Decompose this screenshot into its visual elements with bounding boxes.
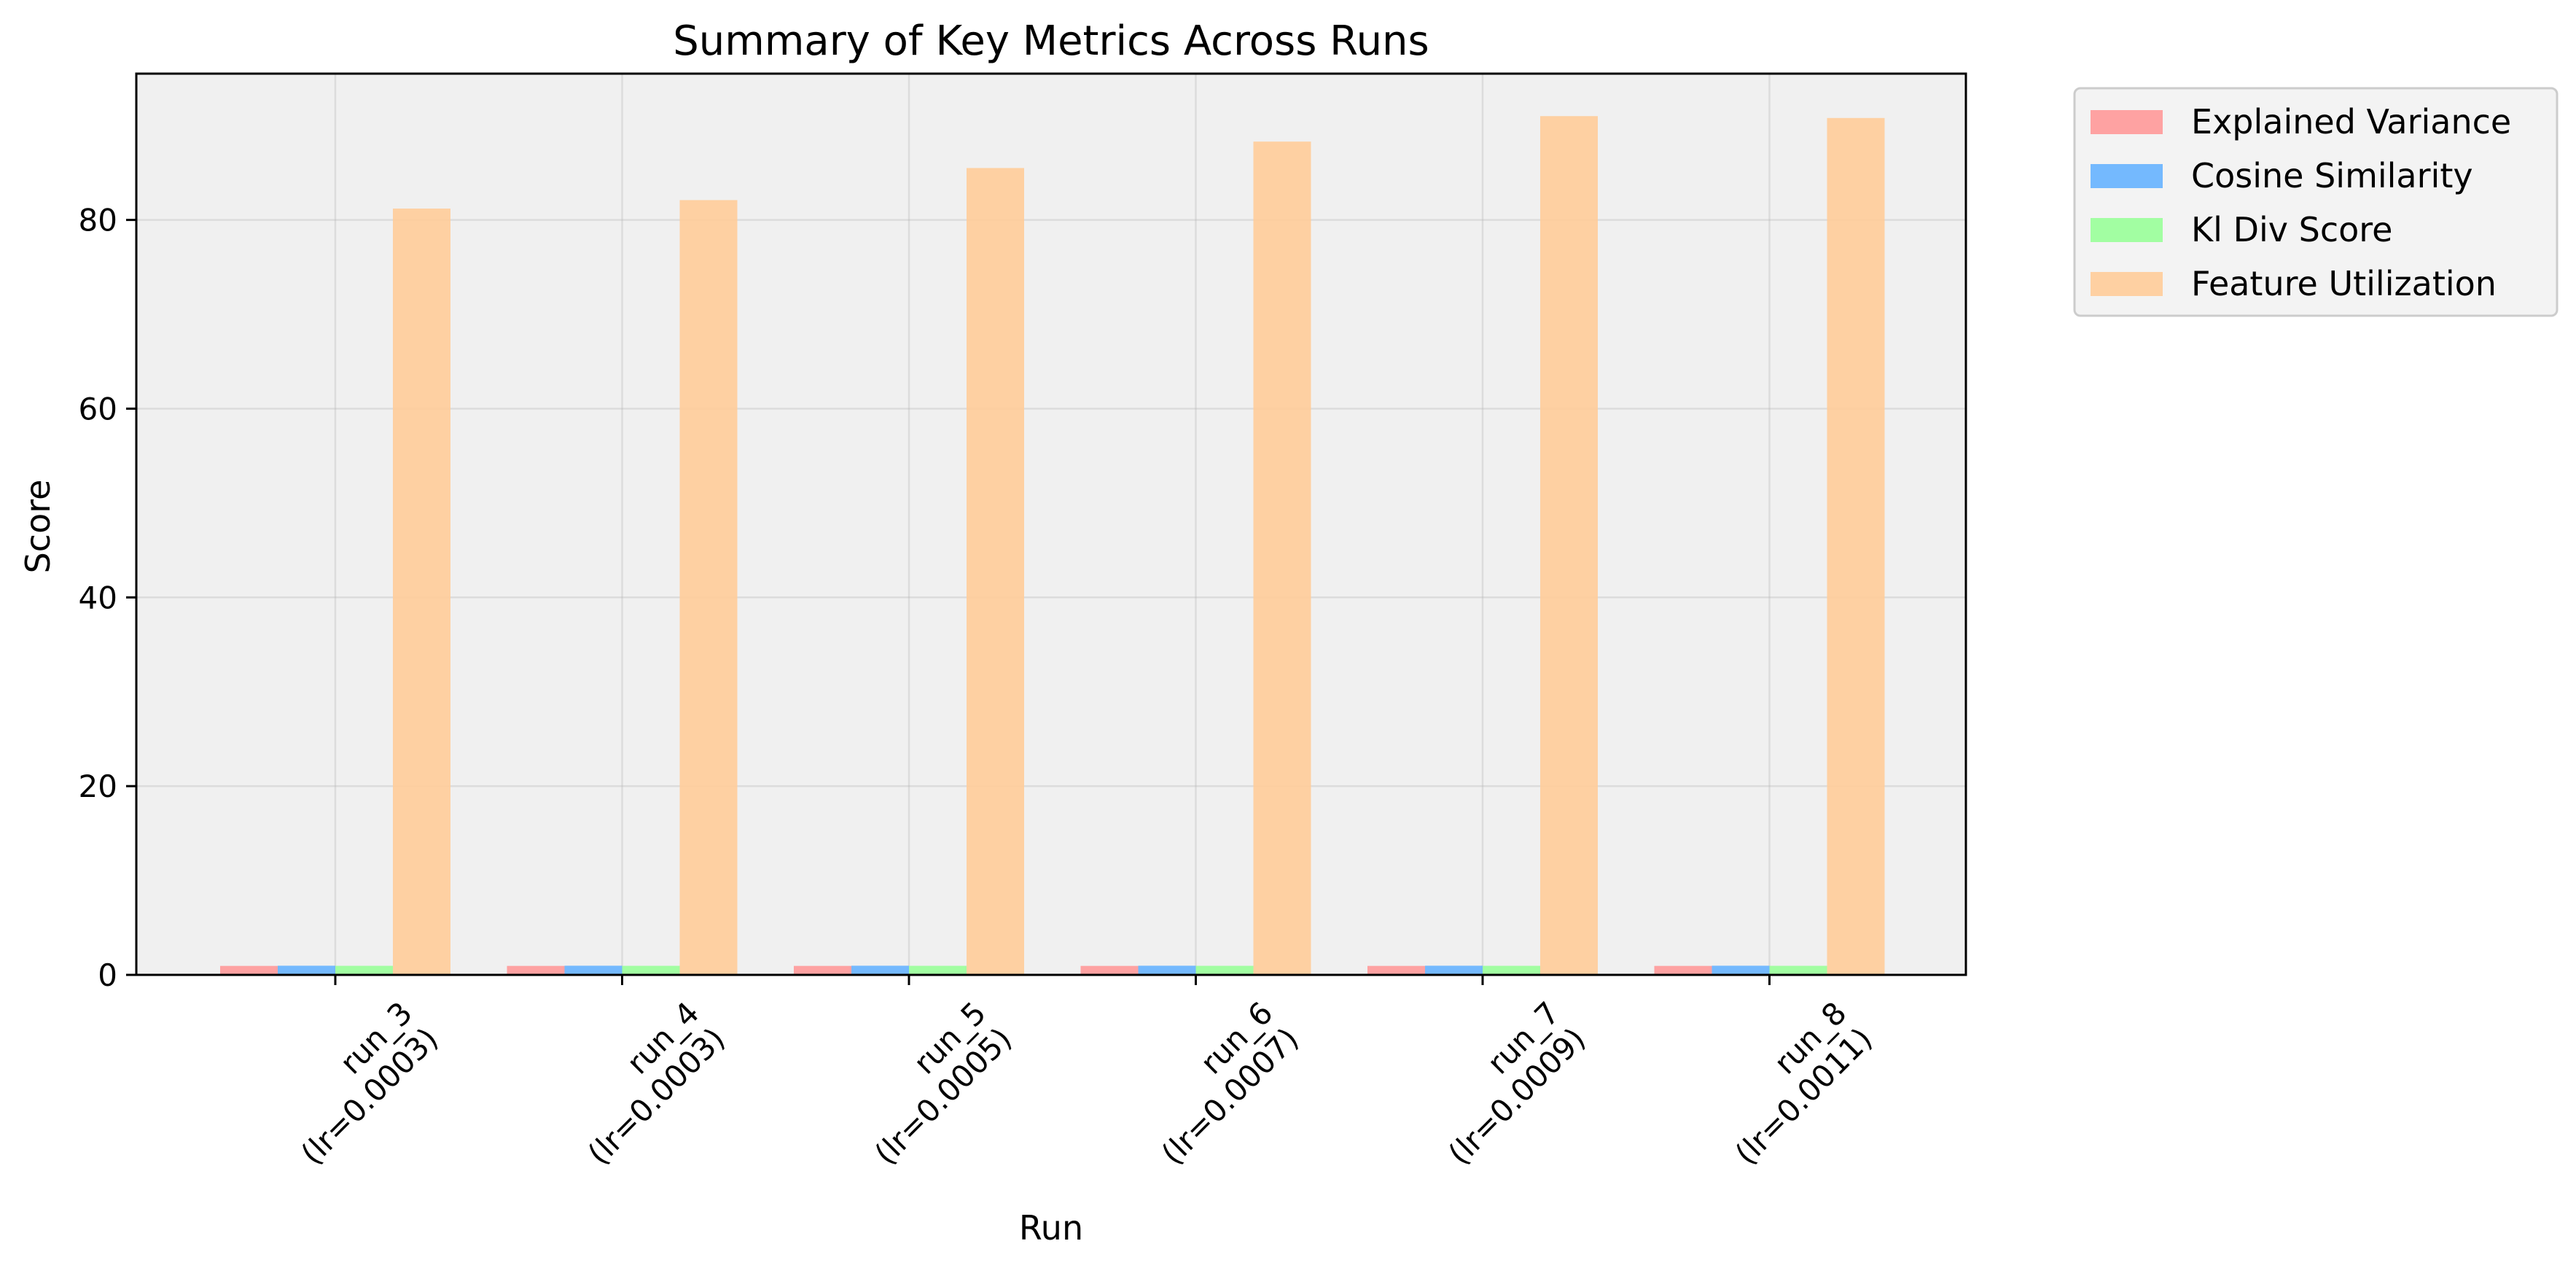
bar bbox=[1483, 965, 1540, 975]
y-tick-label: 40 bbox=[79, 580, 117, 615]
plot-frame bbox=[135, 72, 1967, 976]
y-tick-label: 60 bbox=[79, 391, 117, 427]
bar bbox=[1769, 965, 1827, 975]
bar bbox=[1253, 141, 1311, 976]
bar bbox=[909, 965, 967, 975]
bar bbox=[393, 209, 450, 976]
y-axis: 0 20 40 60 80 bbox=[79, 203, 136, 993]
bar bbox=[794, 965, 851, 975]
bar bbox=[1080, 965, 1139, 975]
legend-swatch bbox=[2091, 272, 2163, 296]
legend-swatch bbox=[2091, 218, 2163, 242]
legend-swatch bbox=[2091, 110, 2163, 134]
bar bbox=[335, 965, 393, 975]
bar bbox=[679, 200, 738, 976]
bar bbox=[1425, 965, 1483, 975]
bar bbox=[1712, 965, 1770, 975]
chart-title: Summary of Key Metrics Across Runs bbox=[673, 17, 1429, 65]
bar bbox=[1367, 965, 1425, 975]
bar bbox=[278, 965, 335, 975]
y-tick-label: 20 bbox=[79, 769, 117, 804]
bar bbox=[967, 168, 1024, 976]
x-axis-label: Run bbox=[1019, 1208, 1083, 1248]
legend-swatch bbox=[2091, 164, 2163, 188]
legend-label: Cosine Similarity bbox=[2191, 156, 2473, 195]
y-axis-label: Score bbox=[18, 480, 58, 574]
y-tick-label: 0 bbox=[98, 957, 117, 993]
bar bbox=[1540, 116, 1598, 975]
bar bbox=[851, 965, 909, 975]
bar bbox=[1827, 117, 1885, 975]
bar bbox=[1195, 965, 1254, 975]
legend-box bbox=[2073, 87, 2559, 317]
legend: Explained Variance Cosine Similarity Kl Di… bbox=[2073, 87, 2559, 317]
legend-label: Explained Variance bbox=[2191, 102, 2511, 141]
bar bbox=[564, 965, 622, 975]
y-tick-label: 80 bbox=[79, 203, 117, 238]
legend-label: Feature Utilization bbox=[2191, 264, 2497, 303]
legend-label: Kl Div Score bbox=[2191, 210, 2392, 249]
bar bbox=[1138, 965, 1196, 975]
bars bbox=[220, 116, 1885, 976]
bar bbox=[507, 965, 565, 975]
bar bbox=[220, 965, 278, 975]
bar bbox=[622, 965, 680, 975]
bar bbox=[1654, 965, 1712, 975]
